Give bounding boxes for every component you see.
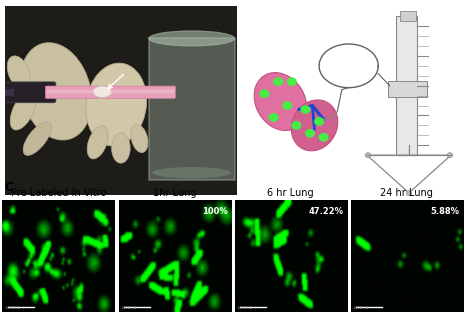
Ellipse shape xyxy=(93,86,111,97)
Circle shape xyxy=(314,117,324,126)
Ellipse shape xyxy=(111,133,130,163)
Circle shape xyxy=(305,129,315,138)
Text: 47.22%: 47.22% xyxy=(309,207,344,216)
Text: 1hr Lung: 1hr Lung xyxy=(153,188,196,198)
Circle shape xyxy=(287,77,297,86)
Circle shape xyxy=(269,113,279,122)
FancyBboxPatch shape xyxy=(0,82,56,103)
Ellipse shape xyxy=(87,126,108,159)
Text: 100%: 100% xyxy=(202,207,228,216)
FancyBboxPatch shape xyxy=(46,86,175,98)
Circle shape xyxy=(319,133,328,142)
FancyBboxPatch shape xyxy=(2,89,14,96)
Text: C: C xyxy=(5,181,14,194)
Ellipse shape xyxy=(10,90,36,130)
Text: B: B xyxy=(233,0,242,2)
Ellipse shape xyxy=(20,43,91,140)
Ellipse shape xyxy=(149,31,235,46)
Circle shape xyxy=(273,77,283,86)
Text: 5.88%: 5.88% xyxy=(431,207,460,216)
Ellipse shape xyxy=(131,125,148,152)
Ellipse shape xyxy=(152,167,231,178)
Text: 24 hr Lung: 24 hr Lung xyxy=(381,188,433,198)
Text: LIVE  A: LIVE A xyxy=(238,306,252,310)
FancyBboxPatch shape xyxy=(149,38,235,180)
Text: LIVE  A: LIVE A xyxy=(6,306,20,310)
Circle shape xyxy=(282,101,292,110)
Text: 6 hr Lung: 6 hr Lung xyxy=(267,188,314,198)
FancyBboxPatch shape xyxy=(46,90,174,93)
Circle shape xyxy=(406,191,412,196)
Circle shape xyxy=(447,153,453,158)
Text: LIVE  A: LIVE A xyxy=(122,306,136,310)
FancyBboxPatch shape xyxy=(5,6,237,195)
FancyBboxPatch shape xyxy=(400,11,416,21)
Ellipse shape xyxy=(292,100,338,151)
FancyBboxPatch shape xyxy=(389,81,427,97)
Circle shape xyxy=(259,89,270,98)
Ellipse shape xyxy=(254,72,307,130)
Text: Pre Labeled In Vitro: Pre Labeled In Vitro xyxy=(11,188,106,198)
Ellipse shape xyxy=(7,56,30,89)
FancyBboxPatch shape xyxy=(396,16,417,155)
Circle shape xyxy=(301,105,310,114)
Circle shape xyxy=(292,121,301,130)
Ellipse shape xyxy=(23,122,51,155)
Text: A: A xyxy=(0,0,10,3)
Ellipse shape xyxy=(86,63,146,146)
Text: LIVE  A: LIVE A xyxy=(354,306,368,310)
Circle shape xyxy=(365,153,371,158)
